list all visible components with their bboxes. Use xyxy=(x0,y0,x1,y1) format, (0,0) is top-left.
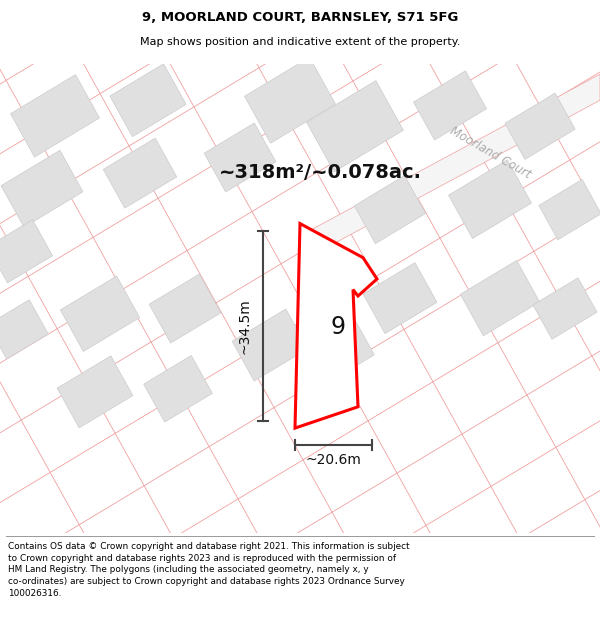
Polygon shape xyxy=(460,261,539,336)
Text: Map shows position and indicative extent of the property.: Map shows position and indicative extent… xyxy=(140,37,460,47)
Text: ~34.5m: ~34.5m xyxy=(238,298,252,354)
Polygon shape xyxy=(533,278,597,339)
Polygon shape xyxy=(143,356,212,422)
Text: 9, MOORLAND COURT, BARNSLEY, S71 5FG: 9, MOORLAND COURT, BARNSLEY, S71 5FG xyxy=(142,11,458,24)
Polygon shape xyxy=(307,81,403,172)
Polygon shape xyxy=(295,224,377,428)
Polygon shape xyxy=(0,219,53,283)
Polygon shape xyxy=(149,274,221,343)
Polygon shape xyxy=(103,138,177,208)
Polygon shape xyxy=(204,123,276,192)
Text: Contains OS data © Crown copyright and database right 2021. This information is : Contains OS data © Crown copyright and d… xyxy=(8,542,409,598)
Polygon shape xyxy=(232,309,308,381)
Polygon shape xyxy=(305,317,374,384)
Polygon shape xyxy=(0,300,48,359)
Text: Moorland Court: Moorland Court xyxy=(447,124,533,181)
Polygon shape xyxy=(110,64,186,137)
Polygon shape xyxy=(57,356,133,428)
Text: 9: 9 xyxy=(331,315,346,339)
Polygon shape xyxy=(310,74,600,256)
Polygon shape xyxy=(61,276,140,351)
Polygon shape xyxy=(1,150,83,228)
Text: ~20.6m: ~20.6m xyxy=(305,453,361,467)
Polygon shape xyxy=(363,262,437,334)
Polygon shape xyxy=(449,160,532,239)
Polygon shape xyxy=(505,93,575,159)
Polygon shape xyxy=(245,58,335,143)
Polygon shape xyxy=(413,71,487,140)
Polygon shape xyxy=(355,176,425,244)
Polygon shape xyxy=(539,179,600,240)
Text: ~318m²/~0.078ac.: ~318m²/~0.078ac. xyxy=(218,163,421,182)
Polygon shape xyxy=(11,74,100,157)
